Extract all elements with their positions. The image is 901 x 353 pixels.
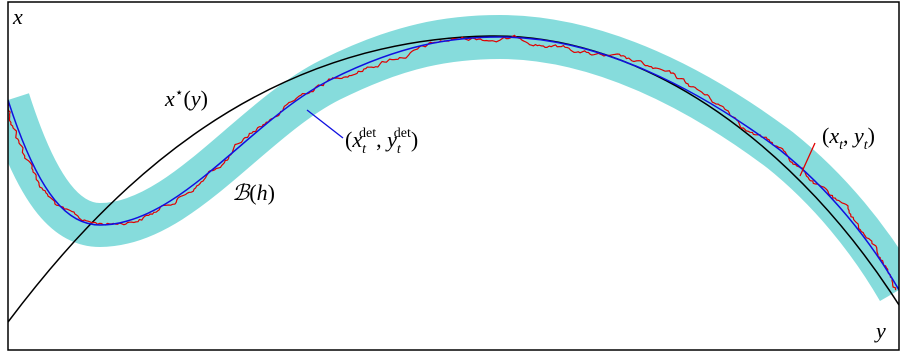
plot-area xyxy=(8,14,899,323)
label-part: ⋆ xyxy=(175,86,184,101)
curve-label: x⋆(y) xyxy=(164,86,208,111)
label-part: ( xyxy=(249,180,256,205)
label-part: ) xyxy=(201,86,208,111)
label-part: ) xyxy=(411,127,418,152)
band xyxy=(8,14,899,302)
pointer xyxy=(799,142,816,177)
label-part: , xyxy=(376,127,387,152)
axis-label: x xyxy=(12,4,23,29)
label-part: t xyxy=(362,142,367,157)
label-part: t xyxy=(397,142,402,157)
label-part: x xyxy=(164,86,175,111)
label-part: x xyxy=(351,127,362,152)
deterministic-curve xyxy=(8,36,899,291)
label-part: det xyxy=(359,126,376,141)
label-part: ) xyxy=(868,123,875,148)
label-part: t xyxy=(864,138,869,153)
band-label: ℬ(h) xyxy=(232,180,275,205)
curve-label: (xt, yt) xyxy=(822,123,875,153)
axis-label: y xyxy=(874,318,886,343)
label-part: , xyxy=(843,123,854,148)
label-part: ( xyxy=(345,127,352,152)
label-part: ( xyxy=(822,123,829,148)
label-part: h xyxy=(257,180,268,205)
label-part: x xyxy=(828,123,839,148)
curve-label: (xtdet, ytdet) xyxy=(345,126,418,157)
label-part: y xyxy=(852,123,864,148)
label-part: det xyxy=(394,126,411,141)
label-part: t xyxy=(839,138,844,153)
label-part: y xyxy=(385,127,397,152)
frame xyxy=(7,1,900,351)
critical-curve xyxy=(8,35,899,323)
label-part: ( xyxy=(184,86,191,111)
label-part: y xyxy=(189,86,201,111)
pointer xyxy=(306,109,344,139)
label-part: ℬ xyxy=(232,180,251,205)
label-part: ) xyxy=(268,180,275,205)
